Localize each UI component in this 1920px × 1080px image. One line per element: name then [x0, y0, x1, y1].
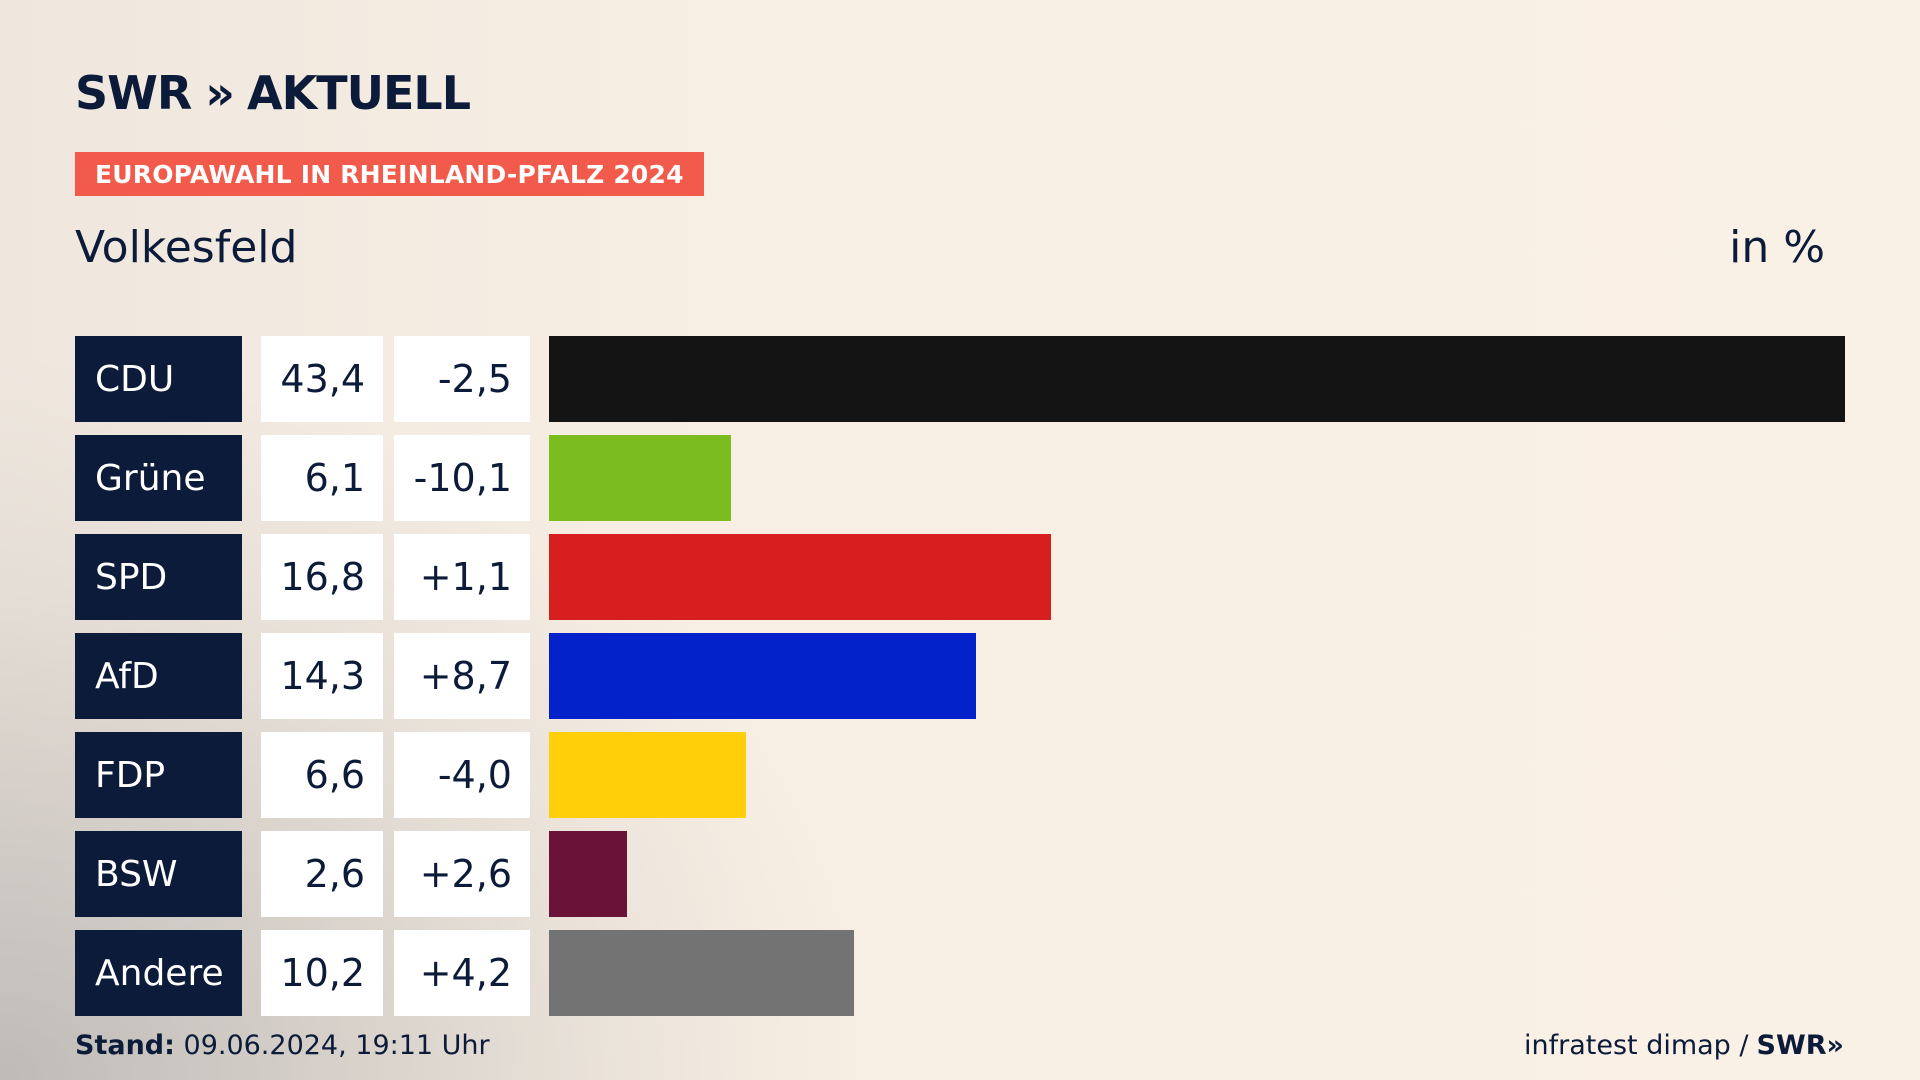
- party-diff: -4,0: [394, 732, 530, 818]
- logo-swr-text: SWR: [75, 66, 192, 120]
- logo-chevron-icon: »: [205, 66, 235, 120]
- source-credit: infratest dimap / SWR»: [1524, 1030, 1844, 1061]
- party-diff: +8,7: [394, 633, 530, 719]
- unit-label: in %: [1729, 222, 1825, 273]
- source-text: infratest dimap /: [1524, 1030, 1749, 1061]
- result-bar: [549, 534, 1051, 620]
- result-row: Grüne 6,1 -10,1: [75, 435, 1845, 521]
- party-diff: +1,1: [394, 534, 530, 620]
- party-label: FDP: [75, 732, 242, 818]
- stand-label: Stand:: [75, 1030, 175, 1061]
- source-swr-logo: SWR»: [1756, 1030, 1844, 1061]
- result-row: FDP 6,6 -4,0: [75, 732, 1845, 818]
- party-value: 6,1: [261, 435, 383, 521]
- result-bar: [549, 831, 627, 917]
- result-row: BSW 2,6 +2,6: [75, 831, 1845, 917]
- result-bar: [549, 930, 854, 1016]
- result-bar: [549, 732, 746, 818]
- chart-title: Volkesfeld: [75, 222, 298, 273]
- result-row: Andere 10,2 +4,2: [75, 930, 1845, 1016]
- stand-value: 09.06.2024, 19:11 Uhr: [183, 1030, 490, 1061]
- party-diff: +2,6: [394, 831, 530, 917]
- party-diff: -2,5: [394, 336, 530, 422]
- party-diff: +4,2: [394, 930, 530, 1016]
- swr-aktuell-logo: SWR» AKTUELL: [75, 66, 471, 120]
- party-label: Andere: [75, 930, 242, 1016]
- party-label: BSW: [75, 831, 242, 917]
- party-label: AfD: [75, 633, 242, 719]
- result-bar: [549, 336, 1845, 422]
- party-value: 6,6: [261, 732, 383, 818]
- election-tag: EUROPAWAHL IN RHEINLAND-PFALZ 2024: [75, 152, 704, 196]
- result-bar: [549, 633, 976, 719]
- party-label: SPD: [75, 534, 242, 620]
- party-label: Grüne: [75, 435, 242, 521]
- party-value: 14,3: [261, 633, 383, 719]
- source-chevron-icon: »: [1826, 1030, 1844, 1061]
- party-label: CDU: [75, 336, 242, 422]
- result-row: AfD 14,3 +8,7: [75, 633, 1845, 719]
- timestamp: Stand: 09.06.2024, 19:11 Uhr: [75, 1030, 490, 1061]
- result-row: SPD 16,8 +1,1: [75, 534, 1845, 620]
- party-value: 2,6: [261, 831, 383, 917]
- result-bar: [549, 435, 731, 521]
- party-value: 43,4: [261, 336, 383, 422]
- result-row: CDU 43,4 -2,5: [75, 336, 1845, 422]
- party-diff: -10,1: [394, 435, 530, 521]
- logo-aktuell-text: AKTUELL: [247, 66, 471, 120]
- party-value: 10,2: [261, 930, 383, 1016]
- party-value: 16,8: [261, 534, 383, 620]
